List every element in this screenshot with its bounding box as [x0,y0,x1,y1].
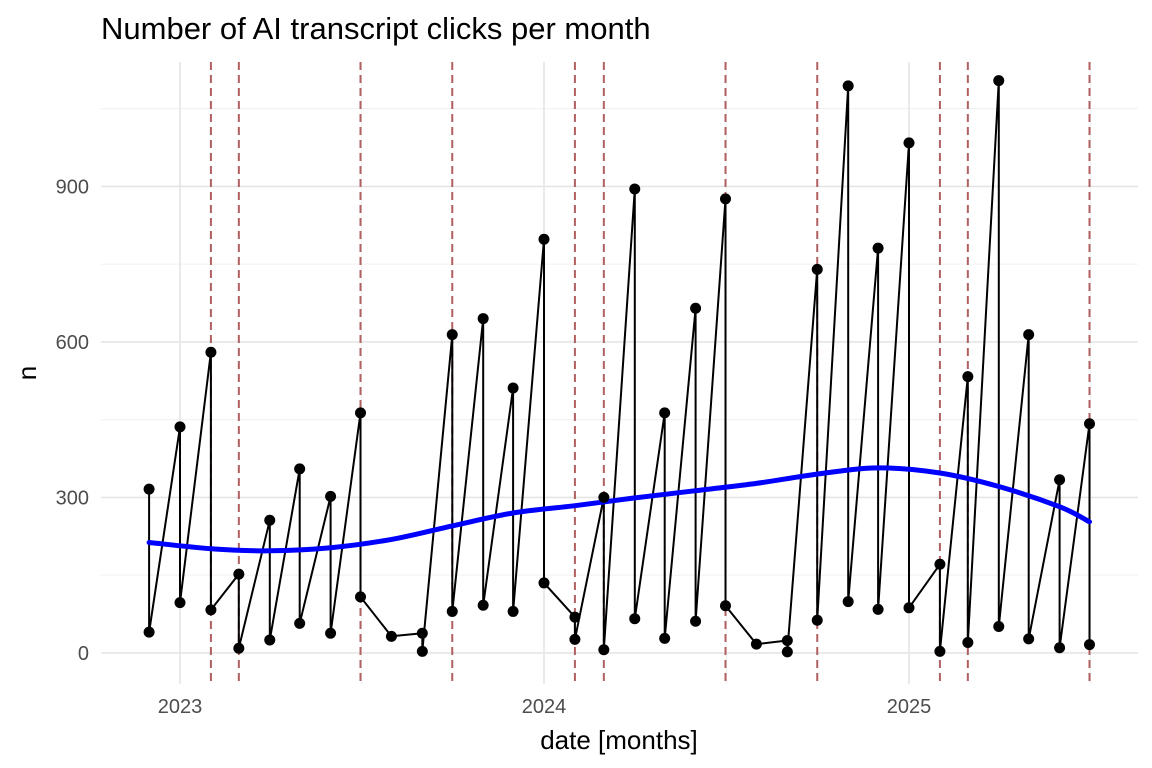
data-point [294,463,306,475]
data-point [355,591,367,603]
data-point [1023,329,1035,341]
data-point [993,620,1005,632]
trend-line [146,465,1092,554]
data-point [842,596,854,608]
data-point [416,645,428,657]
trend-curve [146,465,1092,554]
series-line [148,79,1091,653]
data-point [446,329,458,341]
data-point [477,313,489,325]
data-point [934,558,946,570]
data-point [872,603,884,615]
data-point [233,642,245,654]
data-point [538,577,550,589]
data-point [143,483,155,495]
data-point [629,613,641,625]
x-axis-tick-labels: 2023 2024 2025 [158,696,931,718]
data-point [750,638,762,650]
data-point [507,605,519,617]
y-tick-label: 900 [56,176,89,198]
y-axis-tick-labels: 0 300 600 900 [56,176,89,665]
data-point [993,75,1005,87]
data-point [233,568,245,580]
data-point [538,233,550,245]
data-point [720,600,732,612]
data-point [659,632,671,644]
data-point [205,604,217,616]
data-point [811,263,823,275]
data-point [143,626,155,638]
data-point [781,634,793,646]
data-point [264,634,276,646]
data-point [264,514,276,526]
data-point [1084,418,1096,430]
data-point [629,183,641,195]
data-point [174,597,186,609]
x-tick-label: 2025 [887,696,932,718]
data-point [598,644,610,656]
reference-lines [209,62,1091,684]
data-point [507,382,519,394]
data-point [811,614,823,626]
data-point [325,490,337,502]
data-point [690,302,702,314]
data-point [1084,639,1096,651]
data-point [477,599,489,611]
x-tick-label: 2024 [522,696,567,718]
data-point [659,407,671,419]
data-points [143,75,1096,658]
data-point [294,617,306,629]
y-tick-label: 600 [56,332,89,354]
data-point [781,646,793,658]
data-point [934,645,946,657]
data-point [962,637,974,649]
x-tick-label: 2023 [158,696,203,718]
chart-title: Number of AI transcript clicks per month [101,11,651,46]
data-point [872,242,884,254]
data-point [385,630,397,642]
data-point [355,407,367,419]
y-axis-title: n [12,366,42,380]
data-point [569,633,581,645]
data-point [205,346,217,358]
data-point [598,491,610,503]
data-point [962,371,974,383]
x-axis-title: date [months] [540,725,698,755]
data-series-line [148,79,1091,653]
data-point [903,137,915,149]
y-tick-label: 0 [78,643,89,665]
data-point [690,615,702,627]
data-point [325,627,337,639]
data-point [842,80,854,92]
data-point [1023,633,1035,645]
data-point [569,611,581,623]
data-point [720,193,732,205]
data-point [1054,474,1066,486]
data-point [903,602,915,614]
y-tick-label: 300 [56,487,89,509]
data-point [174,421,186,433]
data-point [416,627,428,639]
data-point [446,605,458,617]
data-point [1054,642,1066,654]
